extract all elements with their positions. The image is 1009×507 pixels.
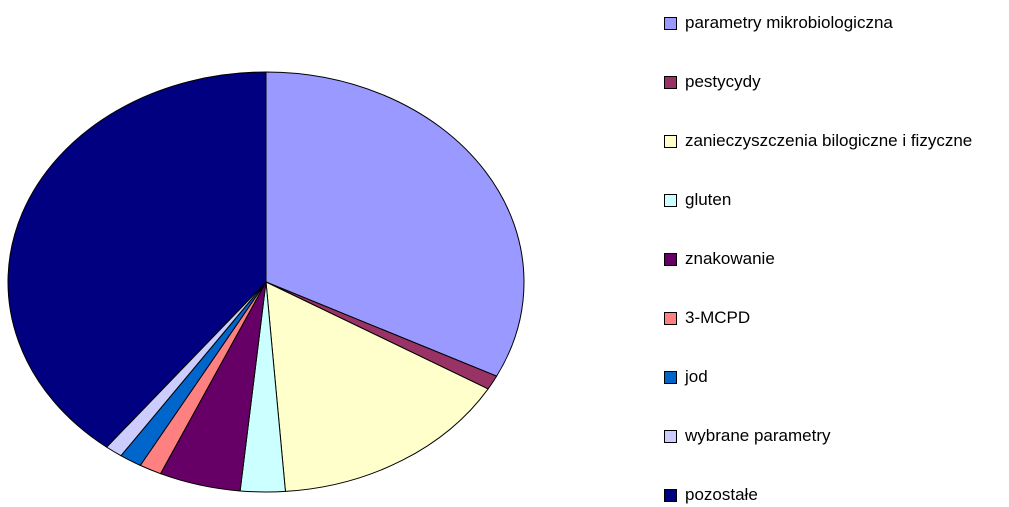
legend-item: znakowanie [664, 247, 999, 271]
chart [7, 71, 525, 493]
legend-item: pestycydy [664, 70, 999, 94]
legend-swatch [664, 489, 677, 502]
pie-slice [265, 71, 525, 377]
legend-swatch [664, 371, 677, 384]
legend-label: parametry mikrobiologiczna [685, 13, 893, 32]
legend-item: gluten [664, 188, 999, 212]
legend-item: zanieczyszczenia bilogiczne i fizyczne [664, 129, 999, 153]
legend-label: pozostałe [685, 485, 758, 504]
legend-label: gluten [685, 190, 732, 209]
legend-swatch [664, 17, 677, 30]
legend-item: parametry mikrobiologiczna [664, 11, 999, 35]
legend-label: jod [685, 367, 708, 386]
legend-swatch [664, 253, 677, 266]
legend-label: zanieczyszczenia bilogiczne i fizyczne [685, 131, 973, 150]
legend-swatch [664, 135, 677, 148]
legend-label: wybrane parametry [685, 426, 831, 445]
pie-slice [265, 281, 489, 492]
legend-label: znakowanie [685, 249, 775, 268]
legend-label: 3-MCPD [685, 308, 751, 327]
legend-label: pestycydy [685, 72, 761, 91]
legend-swatch [664, 76, 677, 89]
legend-item: jod [664, 365, 999, 389]
legend-swatch [664, 430, 677, 443]
legend-swatch [664, 312, 677, 325]
legend-item: pozostałe [664, 483, 999, 507]
legend-item: 3-MCPD [664, 306, 999, 330]
legend-swatch [664, 194, 677, 207]
legend-item: wybrane parametry [664, 424, 999, 448]
pie-slice [7, 71, 267, 448]
